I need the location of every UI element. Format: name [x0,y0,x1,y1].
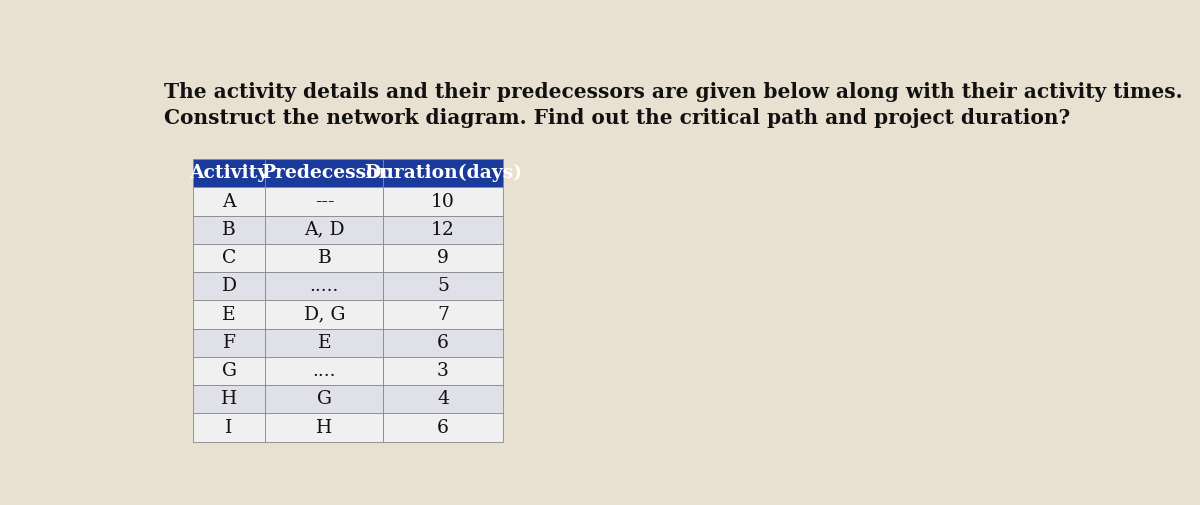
Text: F: F [222,334,235,352]
Text: E: E [222,306,236,324]
Bar [265,300,383,329]
Bar [383,159,503,187]
Bar [193,244,265,272]
Bar [265,357,383,385]
Text: 12: 12 [431,221,455,239]
Bar [193,414,265,442]
Text: 3: 3 [437,362,449,380]
Text: B: B [222,221,236,239]
Text: A: A [222,192,236,211]
Text: 6: 6 [437,419,449,437]
Bar [265,414,383,442]
Text: A, D: A, D [304,221,344,239]
Bar [383,216,503,244]
Bar [383,385,503,414]
Bar [193,329,265,357]
Text: H: H [221,390,238,409]
Bar [265,159,383,187]
Text: G: G [222,362,236,380]
Text: I: I [226,419,233,437]
Bar [193,357,265,385]
Text: D, G: D, G [304,306,346,324]
Text: B: B [318,249,331,267]
Bar [193,272,265,300]
Bar [265,187,383,216]
Text: Duration(days): Duration(days) [364,164,522,182]
Bar [193,385,265,414]
Bar [193,300,265,329]
Text: Construct the network diagram. Find out the critical path and project duration?: Construct the network diagram. Find out … [164,109,1070,128]
Text: C: C [222,249,236,267]
Bar [383,272,503,300]
Text: ---: --- [314,192,334,211]
Text: E: E [318,334,331,352]
Bar [193,216,265,244]
Text: Activity: Activity [190,164,269,182]
Text: G: G [317,390,332,409]
Bar [265,385,383,414]
Bar [383,300,503,329]
Bar [383,357,503,385]
Bar [383,187,503,216]
Bar [265,329,383,357]
Bar [265,216,383,244]
Bar [383,414,503,442]
Bar [265,244,383,272]
Bar [193,159,265,187]
Bar [193,187,265,216]
Text: 7: 7 [437,306,449,324]
Text: .....: ..... [310,277,340,295]
Text: 5: 5 [437,277,449,295]
Text: D: D [222,277,236,295]
Text: 4: 4 [437,390,449,409]
Text: ....: .... [313,362,336,380]
Text: 10: 10 [431,192,455,211]
Text: The activity details and their predecessors are given below along with their act: The activity details and their predecess… [164,82,1182,102]
Text: H: H [317,419,332,437]
Bar [383,244,503,272]
Text: 9: 9 [437,249,449,267]
Text: Predecessor: Predecessor [260,164,388,182]
Text: 6: 6 [437,334,449,352]
Bar [265,272,383,300]
Bar [383,329,503,357]
